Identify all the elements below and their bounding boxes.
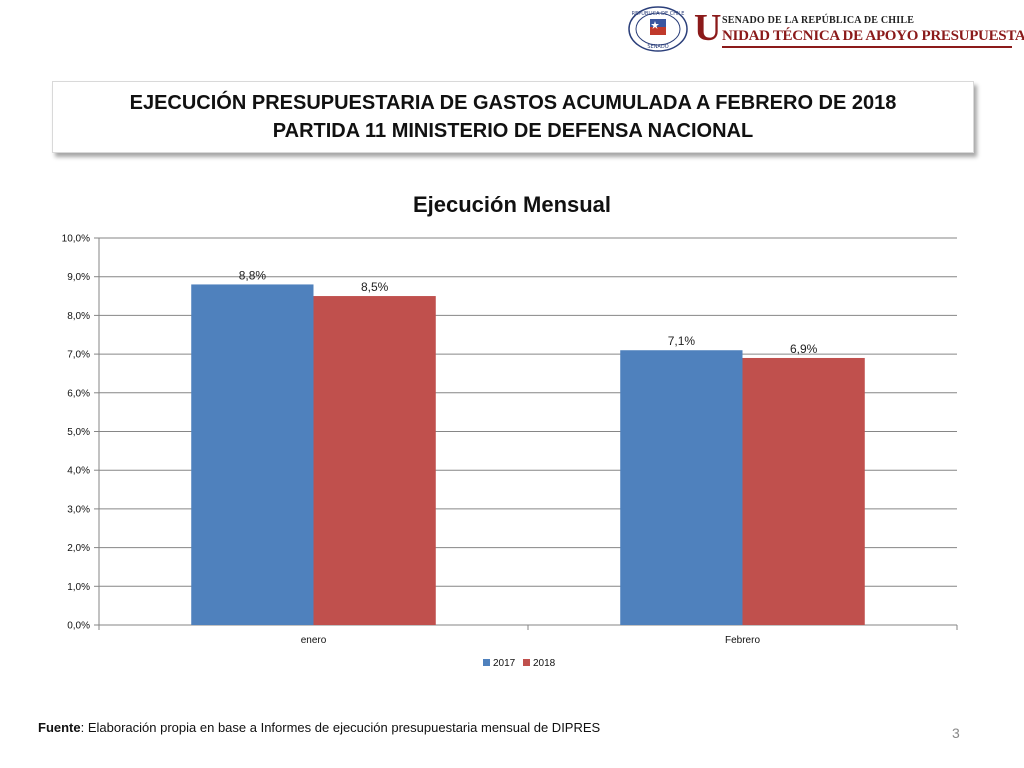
y-tick-label: 0,0% <box>67 621 90 632</box>
y-tick-label: 1,0% <box>67 582 90 593</box>
y-tick-label: 4,0% <box>67 466 90 477</box>
y-tick-label: 9,0% <box>67 272 90 283</box>
x-tick-label: Febrero <box>725 635 760 646</box>
chart-title: Ejecución Mensual <box>412 192 612 217</box>
legend-label: 2017 <box>493 658 516 669</box>
data-label: 6,9% <box>790 342 818 356</box>
slide-title-line-1: EJECUCIÓN PRESUPUESTARIA DE GASTOS ACUMU… <box>129 92 897 114</box>
page-number: 3 <box>952 725 960 741</box>
y-tick-label: 8,0% <box>67 311 90 322</box>
data-label: 8,8% <box>239 268 267 282</box>
legend-label: 2018 <box>533 658 556 669</box>
slide-title-line-2: PARTIDA 11 MINISTERIO DE DEFENSA NACIONA… <box>272 120 754 142</box>
legend-swatch-2018 <box>523 659 530 666</box>
y-tick-label: 3,0% <box>67 504 90 515</box>
svg-text:SENADO: SENADO <box>647 44 668 50</box>
y-tick-label: 7,0% <box>67 350 90 361</box>
utap-logo: REPÚBLICA DE CHILE SENADO U SENADO DE LA… <box>628 6 1024 58</box>
source-label: Fuente <box>38 720 81 735</box>
data-label: 8,5% <box>361 280 389 294</box>
logo-senado-text: SENADO DE LA REPÚBLICA DE CHILE <box>722 15 915 26</box>
senado-seal-icon: REPÚBLICA DE CHILE SENADO <box>628 6 688 52</box>
bar-2018-Febrero <box>742 357 865 625</box>
bar-2017-Febrero <box>620 350 743 625</box>
logo-unit-text: NIDAD TÉCNICA DE APOYO PRESUPUESTARIO <box>722 28 1024 44</box>
slide-title-box: EJECUCIÓN PRESUPUESTARIA DE GASTOS ACUMU… <box>52 81 974 153</box>
svg-text:REPÚBLICA DE CHILE: REPÚBLICA DE CHILE <box>632 10 685 17</box>
y-tick-label: 6,0% <box>67 388 90 399</box>
bar-2018-enero <box>313 296 436 625</box>
y-tick-label: 10,0% <box>62 234 90 245</box>
y-tick-label: 2,0% <box>67 543 90 554</box>
logo-rule <box>722 46 1012 48</box>
source-note: Fuente: Elaboración propia en base a Inf… <box>38 720 600 735</box>
data-label: 7,1% <box>668 334 696 348</box>
logo-letter: U <box>694 7 722 49</box>
y-tick-label: 5,0% <box>67 427 90 438</box>
bar-2017-enero <box>191 284 314 625</box>
legend-swatch-2017 <box>483 659 490 666</box>
x-tick-label: enero <box>301 635 327 646</box>
source-text: : Elaboración propia en base a Informes … <box>80 720 601 735</box>
